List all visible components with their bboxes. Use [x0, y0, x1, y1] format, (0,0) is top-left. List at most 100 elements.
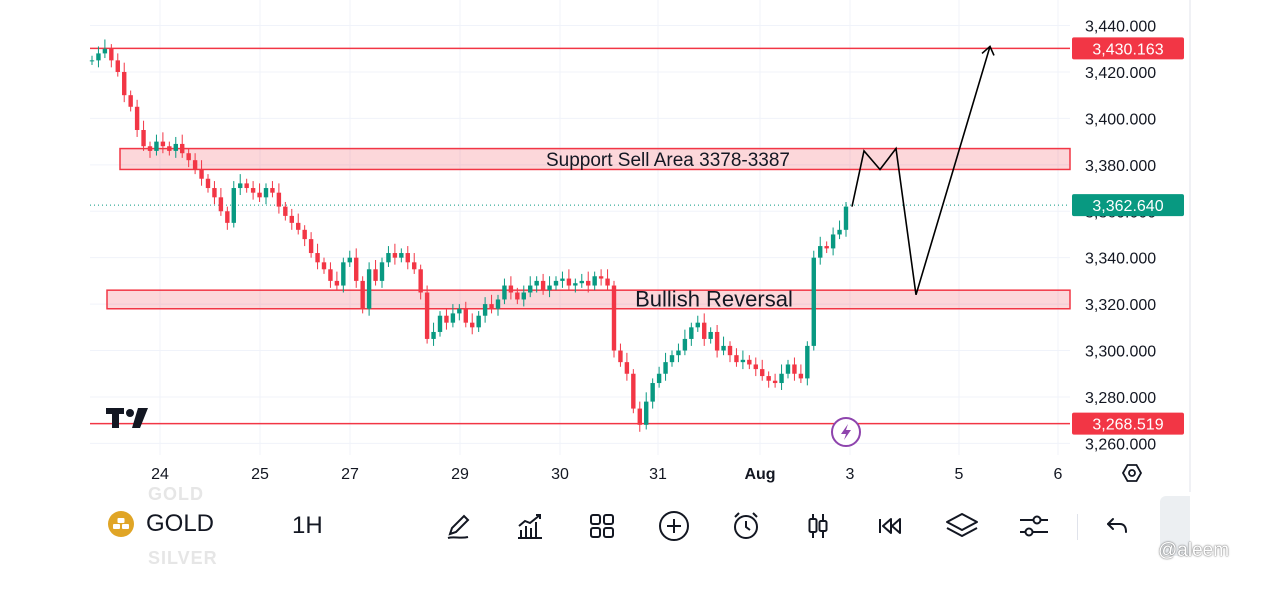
candle-body [663, 362, 668, 374]
price-chart[interactable]: Support Sell Area 3378-3387 Bullish Rever… [0, 0, 1280, 492]
candle-body [437, 315, 443, 332]
candle-body [631, 373, 636, 409]
bottom-toolbar: GOLD SILVER GOLD 1H [90, 484, 1190, 568]
x-tick-label: 3 [846, 466, 855, 483]
x-tick-label: Aug [744, 466, 775, 483]
candle-body [489, 304, 494, 309]
candle-body [180, 143, 185, 154]
candle-body [495, 299, 501, 309]
price-tag [1072, 412, 1184, 435]
candle-body [528, 285, 533, 293]
candle-body [573, 283, 578, 286]
toolbar-separator [1077, 514, 1078, 540]
layers-icon [946, 513, 978, 537]
candle-body [695, 322, 700, 328]
candle-body [192, 160, 198, 170]
zone-rect [106, 289, 1071, 310]
price-tags: 3,430.163 3,268.519 3,362.640 [1072, 37, 1184, 435]
indicators-icon [518, 514, 542, 539]
candle-body [837, 229, 842, 235]
candle-body [296, 222, 301, 230]
candle-body [669, 355, 675, 363]
x-tick-label: 27 [341, 466, 359, 483]
lightning-icon[interactable] [831, 417, 861, 447]
zone-rect [119, 147, 1071, 171]
candle-body [586, 280, 591, 286]
candle-body [611, 285, 617, 351]
candle-body [702, 322, 707, 339]
candle-body [302, 229, 307, 240]
candle-body [308, 239, 314, 254]
candle-body [482, 304, 488, 316]
candle-body [644, 401, 649, 425]
candle-body [470, 322, 475, 328]
horizontal-levels [90, 47, 1070, 425]
candle-body [354, 257, 359, 281]
undo-button[interactable] [1098, 506, 1138, 546]
candle-body [379, 262, 385, 281]
candle-body [779, 373, 784, 384]
watermark-text: @aleem [1158, 540, 1230, 561]
candle-body [283, 206, 288, 216]
layers-button[interactable] [942, 506, 982, 546]
chart-type-button[interactable] [798, 506, 838, 546]
candle-body [360, 280, 365, 309]
alert-button[interactable] [726, 506, 766, 546]
candle-body [399, 253, 404, 258]
candle-body [341, 262, 346, 286]
gold-bars-icon [108, 511, 134, 537]
templates-button[interactable] [582, 506, 622, 546]
candle-body [708, 331, 713, 339]
candle-body [721, 345, 726, 351]
candle-body [463, 308, 468, 323]
candle-body [734, 355, 739, 363]
candle-body [89, 60, 95, 62]
candle-body [134, 106, 140, 130]
candle-body [805, 345, 810, 379]
settings-hexagon-icon[interactable] [1121, 464, 1143, 482]
y-tick-label: 3,420.000 [1085, 65, 1156, 82]
candle-body [637, 408, 642, 425]
candle-body [160, 141, 166, 147]
candle-body [431, 331, 436, 339]
draw-tool-button[interactable] [438, 506, 478, 546]
candle-body [321, 262, 327, 270]
x-tick-label: 30 [551, 466, 569, 483]
replay-button[interactable] [870, 506, 910, 546]
candle-body [347, 257, 352, 263]
candle-body [760, 369, 765, 377]
candle-body [753, 364, 758, 370]
candle-body [656, 373, 662, 384]
interval-selector[interactable]: 1H [292, 512, 323, 539]
candle-body [444, 315, 449, 323]
settings-button[interactable] [1014, 506, 1054, 546]
candle-body [772, 380, 778, 384]
candle-body [231, 188, 236, 223]
candle-body [676, 350, 681, 356]
ghost-symbol-above: GOLD [148, 484, 204, 504]
candle-body [727, 345, 733, 356]
candle-body [418, 269, 423, 293]
candle-body [560, 278, 565, 281]
projection-path [851, 45, 995, 296]
side-panel-handle[interactable] [1160, 496, 1190, 556]
grid-icon [590, 514, 614, 538]
indicators-button[interactable] [510, 506, 550, 546]
x-tick-label: 5 [955, 466, 964, 483]
projection-arrowhead [981, 45, 995, 56]
candle-body [766, 376, 771, 381]
candle-body [167, 146, 172, 151]
candle-body [115, 60, 120, 72]
candles-icon [808, 514, 828, 538]
y-tick-label: 3,340.000 [1085, 251, 1156, 268]
add-button[interactable] [654, 506, 694, 546]
candle-body [566, 278, 572, 286]
symbol-selector[interactable]: GOLD [108, 510, 214, 538]
candle-body [392, 253, 398, 258]
candle-body [540, 280, 546, 291]
candle-body [276, 192, 282, 207]
zone-labels: Support Sell Area 3378-3387 Bullish Rever… [546, 150, 793, 311]
candle-body [366, 269, 372, 309]
candle-body [270, 188, 275, 193]
x-tick-label: 6 [1054, 466, 1063, 483]
